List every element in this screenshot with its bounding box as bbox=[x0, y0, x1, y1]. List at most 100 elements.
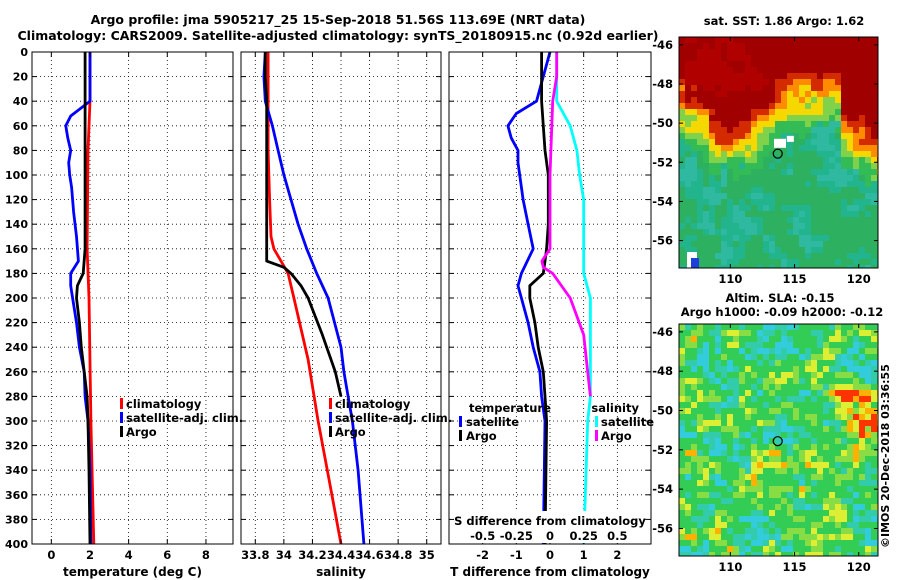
map-cell bbox=[691, 199, 697, 205]
map-cell bbox=[709, 390, 715, 396]
map-cell bbox=[745, 217, 751, 223]
map-cell bbox=[721, 175, 727, 181]
map-cell bbox=[715, 235, 721, 241]
map-cell bbox=[697, 247, 703, 253]
map-cell bbox=[799, 384, 805, 390]
map-cell bbox=[853, 390, 859, 396]
map-cell bbox=[793, 480, 799, 486]
map-cell bbox=[853, 426, 859, 432]
map-cell bbox=[697, 336, 703, 342]
map-cell bbox=[847, 360, 853, 366]
map-cell bbox=[829, 49, 835, 55]
map-cell bbox=[727, 139, 733, 145]
map-cell bbox=[835, 330, 841, 336]
map-cell bbox=[787, 199, 793, 205]
map-cell bbox=[853, 528, 859, 534]
map-cell bbox=[847, 223, 853, 229]
map-cell bbox=[829, 259, 835, 265]
map-cell bbox=[817, 336, 823, 342]
map-cell bbox=[763, 169, 769, 175]
map-cell bbox=[835, 193, 841, 199]
map-cell bbox=[781, 187, 787, 193]
map-cell bbox=[859, 444, 865, 450]
map-cell bbox=[805, 235, 811, 241]
map-cell bbox=[763, 336, 769, 342]
map-cell bbox=[721, 348, 727, 354]
map-cell bbox=[727, 253, 733, 259]
map-cell bbox=[787, 384, 793, 390]
map-cell bbox=[799, 378, 805, 384]
map-cell bbox=[775, 235, 781, 241]
map-cell bbox=[817, 115, 823, 121]
map-cell bbox=[859, 432, 865, 438]
map-cell bbox=[859, 163, 865, 169]
map-cell bbox=[853, 121, 859, 127]
map-cell bbox=[853, 61, 859, 67]
map-cell bbox=[727, 121, 733, 127]
map-cell bbox=[685, 67, 691, 73]
map-cell bbox=[721, 121, 727, 127]
map-cell bbox=[847, 187, 853, 193]
map-cell bbox=[751, 474, 757, 480]
map-cell bbox=[787, 426, 793, 432]
map-cell bbox=[769, 37, 775, 43]
map-cell bbox=[793, 79, 799, 85]
map-cell bbox=[709, 139, 715, 145]
map-cell bbox=[793, 456, 799, 462]
map-cell bbox=[787, 414, 793, 420]
map-cell bbox=[847, 85, 853, 91]
map-cell bbox=[691, 37, 697, 43]
map-cell bbox=[871, 372, 877, 378]
map-cell bbox=[841, 402, 847, 408]
map-cell bbox=[829, 247, 835, 253]
map-cell bbox=[733, 528, 739, 534]
map-cell bbox=[703, 223, 709, 229]
map-cell bbox=[799, 115, 805, 121]
series-line-0 bbox=[506, 51, 552, 545]
map-cell bbox=[733, 175, 739, 181]
map-cell bbox=[691, 534, 697, 540]
map-cell bbox=[733, 253, 739, 259]
map-cell bbox=[703, 241, 709, 247]
map-cell bbox=[853, 265, 859, 268]
map-cell bbox=[817, 402, 823, 408]
map-cell bbox=[871, 534, 877, 540]
map-cell bbox=[679, 163, 685, 169]
map-cell bbox=[871, 414, 877, 420]
map-cell bbox=[823, 462, 829, 468]
map-cell bbox=[733, 97, 739, 103]
map-cell bbox=[823, 187, 829, 193]
map-cell bbox=[763, 498, 769, 504]
map-cell bbox=[709, 49, 715, 55]
map-cell bbox=[811, 486, 817, 492]
map-cell bbox=[829, 384, 835, 390]
map-cell bbox=[757, 414, 763, 420]
map-cell bbox=[709, 384, 715, 390]
map-cell bbox=[757, 324, 763, 330]
map-cell bbox=[739, 360, 745, 366]
map-cell bbox=[835, 127, 841, 133]
map-cell bbox=[775, 205, 781, 211]
map-cell bbox=[733, 211, 739, 217]
map-cell bbox=[691, 336, 697, 342]
map-cell bbox=[739, 133, 745, 139]
map-cell bbox=[787, 546, 793, 552]
map-cell bbox=[853, 360, 859, 366]
map-cell bbox=[679, 456, 685, 462]
map-cell bbox=[691, 205, 697, 211]
map-cell bbox=[817, 474, 823, 480]
map-cell bbox=[793, 175, 799, 181]
map-cell bbox=[817, 223, 823, 229]
map-cell bbox=[757, 133, 763, 139]
map-cell bbox=[841, 336, 847, 342]
map-cell bbox=[715, 193, 721, 199]
map-cell bbox=[745, 432, 751, 438]
map-cell bbox=[847, 528, 853, 534]
map-cell bbox=[757, 552, 763, 556]
map-cell bbox=[787, 121, 793, 127]
map-cell bbox=[853, 348, 859, 354]
map-cell bbox=[751, 360, 757, 366]
map-cell bbox=[721, 79, 727, 85]
map-cell bbox=[721, 324, 727, 330]
legend-label: Argo bbox=[126, 425, 157, 439]
